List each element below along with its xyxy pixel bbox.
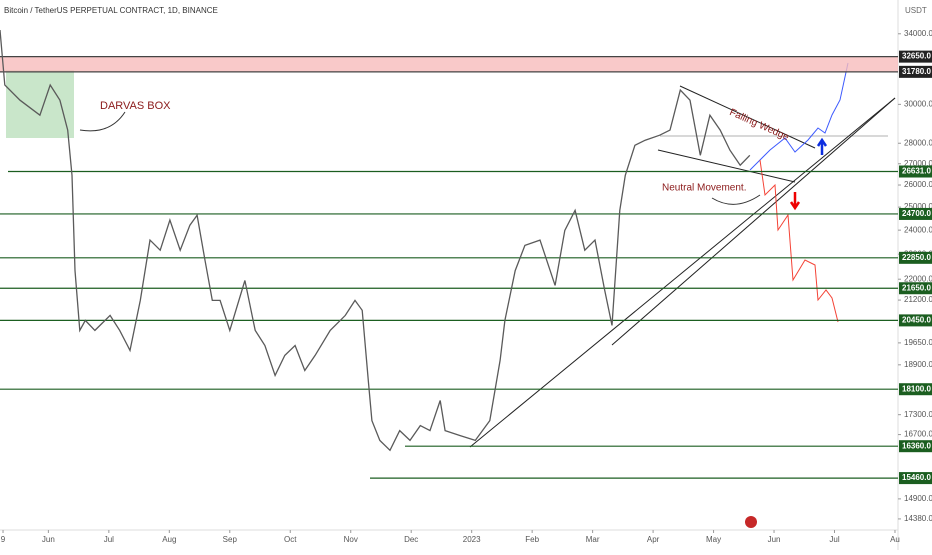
- x-tick-label: Apr: [647, 535, 660, 544]
- axis-unit: USDT: [905, 6, 927, 15]
- y-tick-label: 21200.0: [904, 295, 932, 304]
- y-tick-label: 14380.0: [904, 514, 932, 523]
- annotation: Neutral Movement.: [662, 183, 746, 194]
- darvas-box: [6, 70, 74, 138]
- level-label: 26631.0: [902, 167, 931, 176]
- x-tick-label: Jun: [768, 535, 781, 544]
- y-tick-label: 16700.0: [904, 430, 932, 439]
- flag-icon: [745, 516, 757, 528]
- callout-arrow: [711, 194, 761, 205]
- level-label: 15460.0: [902, 473, 931, 482]
- level-label-bg: [899, 251, 932, 264]
- level-label-bg: [899, 383, 932, 396]
- level-label: 16360.0: [902, 441, 931, 450]
- level-label: 18100.0: [902, 384, 931, 393]
- y-tick-label: 22000.0: [904, 274, 932, 283]
- wedge-line: [679, 85, 816, 149]
- callout-arrow: [79, 111, 126, 132]
- resistance-zone: [0, 56, 898, 72]
- x-tick-label: Jun: [42, 535, 55, 544]
- y-tick-label: 14900.0: [904, 494, 932, 503]
- price-line: [0, 29, 751, 452]
- level-label-bg: [899, 50, 932, 63]
- x-tick-label: Au: [890, 535, 900, 544]
- level-label-bg: [899, 282, 932, 295]
- x-tick-label: 9: [1, 535, 6, 544]
- level-label: 32650.0: [902, 52, 931, 61]
- x-tick-label: Jul: [104, 535, 114, 544]
- y-tick-label: 25000.0: [904, 202, 932, 211]
- level-label: 24700.0: [902, 209, 931, 218]
- y-tick-label: 24000.0: [904, 225, 932, 234]
- x-tick-label: May: [706, 535, 721, 544]
- level-label: 21650.0: [902, 283, 931, 292]
- x-tick-label: 2023: [463, 535, 481, 544]
- chart-title: Bitcoin / TetherUS PERPETUAL CONTRACT, 1…: [4, 6, 218, 15]
- down-arrow: [789, 192, 801, 211]
- x-tick-label: Aug: [162, 535, 176, 544]
- wedge-line: [657, 149, 796, 183]
- level-label: 31780.0: [902, 67, 931, 76]
- level-label-bg: [899, 65, 932, 78]
- y-tick-label: 30000.0: [904, 99, 932, 108]
- x-tick-label: Oct: [284, 535, 297, 544]
- trend-line: [611, 97, 896, 346]
- y-tick-label: 34000.0: [904, 29, 932, 38]
- level-label-bg: [899, 207, 932, 220]
- up-arrow: [816, 137, 828, 155]
- y-tick-label: 26000.0: [904, 180, 932, 189]
- y-tick-label: 28000.0: [904, 138, 932, 147]
- x-tick-label: Nov: [344, 535, 358, 544]
- level-label-bg: [899, 440, 932, 453]
- x-tick-label: Feb: [525, 535, 539, 544]
- x-tick-label: Jul: [829, 535, 839, 544]
- trend-line: [469, 97, 896, 448]
- level-label-bg: [899, 314, 932, 327]
- annotation: DARVAS BOX: [100, 100, 171, 112]
- y-tick-label: 19650.0: [904, 338, 932, 347]
- x-tick-label: Sep: [223, 535, 238, 544]
- level-label: 20450.0: [902, 315, 931, 324]
- y-tick-label: 18900.0: [904, 360, 932, 369]
- y-tick-label: 27000.0: [904, 159, 932, 168]
- bearish-projection: [759, 159, 839, 323]
- annotation: Falling Wedge: [728, 107, 791, 143]
- y-tick-label: 17300.0: [904, 410, 932, 419]
- x-tick-label: Dec: [404, 535, 418, 544]
- level-label: 22850.0: [902, 253, 931, 262]
- level-label-bg: [899, 165, 932, 178]
- x-tick-label: Mar: [586, 535, 600, 544]
- level-label-bg: [899, 472, 932, 485]
- bullish-projection: [749, 62, 849, 171]
